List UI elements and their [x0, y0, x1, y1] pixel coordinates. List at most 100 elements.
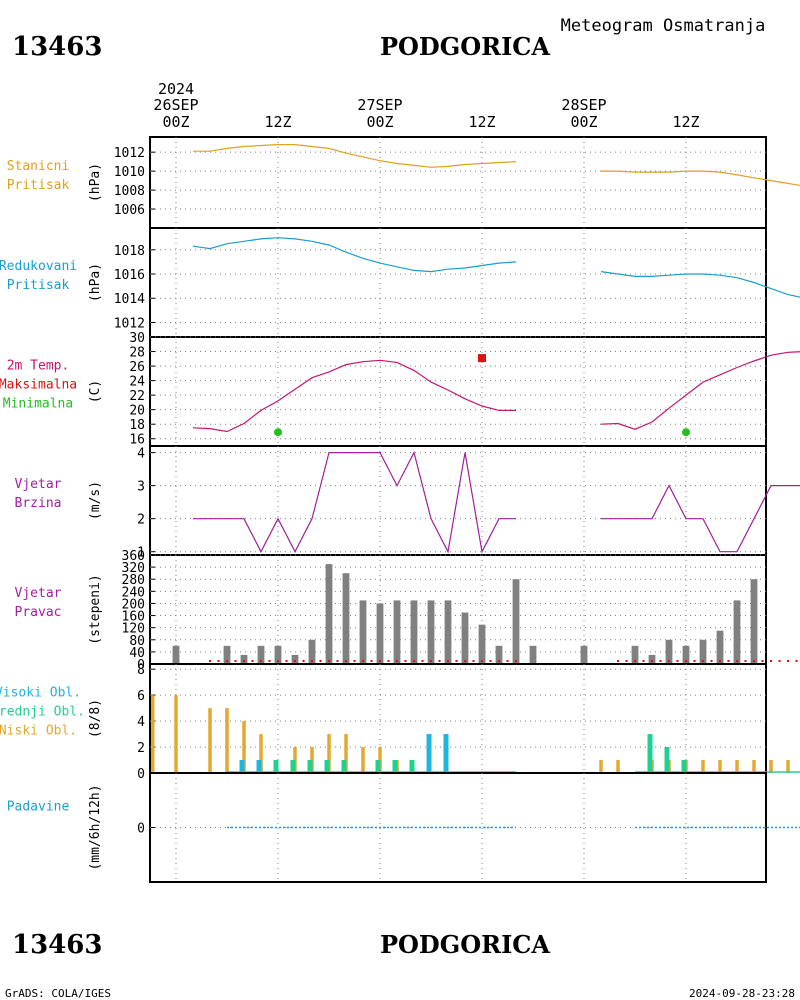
cloud-bar: [718, 760, 722, 773]
cloud-bar: [681, 760, 687, 773]
top-time-label: 12Z: [672, 113, 699, 131]
panel-p2: 1018 1016 1014 1012 (hPa) Redukovani Pritisak: [0, 227, 800, 338]
y-tick-label: 28: [129, 346, 145, 361]
panel-label-1: Stanicni: [7, 159, 70, 174]
cloud-bar: [225, 708, 229, 773]
calm-marker: [464, 660, 466, 662]
cloud-bar: [174, 695, 178, 773]
y-tick-label: 0: [137, 767, 145, 782]
y-tick-label: 1010: [114, 165, 145, 180]
y-tick-label: 240: [122, 585, 145, 600]
panel-label-1: Vjetar: [15, 477, 62, 492]
tmin-marker: [682, 428, 690, 437]
y-unit-label: (C): [88, 380, 103, 403]
calm-marker: [685, 660, 687, 662]
calm-marker: [217, 660, 220, 662]
y-tick-label: 1018: [114, 244, 145, 259]
panel-label-2: Maksimalna: [0, 378, 77, 393]
y-tick-label: 26: [129, 360, 145, 375]
panel-label-1: Vjetar: [15, 586, 62, 601]
y-tick-label: 2: [137, 741, 145, 756]
calm-marker: [336, 660, 339, 662]
cloud-bar: [259, 734, 263, 773]
wind-direction-bar: [699, 639, 707, 664]
calm-marker: [277, 660, 279, 662]
cloud-bar: [151, 695, 155, 773]
credit-label: GrADS: COLA/IGES: [5, 987, 111, 1000]
wind-direction-bar: [342, 573, 350, 664]
cloud-bar: [443, 734, 449, 773]
station-id-top: 13463: [12, 32, 102, 62]
y-tick-label: 160: [122, 610, 145, 625]
wind-direction-bar: [274, 645, 282, 664]
calm-marker: [404, 660, 407, 662]
calm-marker: [719, 660, 721, 662]
panel-label-2: Pritisak: [7, 178, 70, 193]
calm-marker: [795, 660, 798, 662]
y-tick-label: 320: [122, 561, 145, 576]
wind-direction-bar: [444, 600, 452, 664]
panel-label-2: Pravac: [15, 605, 62, 620]
y-tick-label: 1012: [114, 146, 145, 161]
wind-direction-bar: [308, 639, 316, 664]
cloud-bar: [701, 760, 705, 773]
y-unit-label: (hPa): [88, 163, 103, 202]
panel-label-1: Redukovani: [0, 259, 77, 274]
y-tick-label: 0: [137, 658, 145, 673]
y-tick-label: 1012: [114, 316, 145, 331]
calm-marker: [455, 660, 458, 662]
wind-direction-bar: [223, 645, 231, 664]
panel-label-1: Padavine: [7, 800, 70, 815]
cloud-bar: [307, 760, 313, 773]
calm-marker: [438, 660, 441, 662]
y-tick-label: 1: [137, 546, 145, 561]
calm-marker: [617, 660, 619, 662]
calm-marker: [268, 660, 271, 662]
panel-frame: [149, 554, 767, 665]
calm-marker: [251, 660, 254, 662]
y-unit-label: (hPa): [88, 263, 103, 302]
wind-direction-bar: [376, 603, 384, 664]
y-tick-label: 3: [137, 480, 145, 495]
y-tick-label: 80: [129, 634, 145, 649]
calm-marker: [761, 660, 764, 662]
calm-marker: [481, 660, 483, 662]
y-tick-label: 8: [137, 663, 145, 678]
product-title: Meteogram Osmatranja: [561, 16, 766, 36]
calm-marker: [243, 660, 245, 662]
calm-marker: [736, 660, 738, 662]
y-tick-label: 200: [122, 597, 145, 612]
y-unit-label: (m/s): [88, 481, 103, 520]
y-tick-label: 4: [137, 715, 145, 730]
wind-direction-bar: [495, 645, 503, 664]
panel-p7: 0 (mm/6h/12h) Padavine: [7, 772, 800, 883]
y-tick-label: 1008: [114, 184, 145, 199]
top-time-label: 00Z: [162, 113, 189, 131]
top-time-label: 00Z: [366, 113, 393, 131]
y-tick-label: 0: [137, 822, 145, 837]
calm-marker: [634, 660, 636, 662]
cloud-bar: [327, 734, 331, 773]
cloud-bar: [239, 760, 245, 773]
top-time-label: 28SEP: [561, 96, 606, 114]
calm-marker: [260, 660, 262, 662]
wind-direction-bar: [682, 645, 690, 664]
cloud-bar: [242, 721, 246, 773]
panel-label-2: Srednji Obl.: [0, 705, 85, 720]
calm-marker: [506, 660, 509, 662]
y-tick-label: 40: [129, 646, 145, 661]
calm-marker: [396, 660, 398, 662]
series-line: [192, 237, 517, 273]
y-tick-label: 280: [122, 573, 145, 588]
series-line: [600, 271, 800, 298]
calm-marker: [285, 660, 288, 662]
wind-direction-bar: [410, 600, 418, 664]
top-time-label: 26SEP: [153, 96, 198, 114]
wind-direction-bar: [478, 624, 486, 664]
wind-direction-bar: [257, 645, 265, 664]
calm-marker: [693, 660, 696, 662]
y-tick-label: 20: [129, 404, 145, 419]
wind-direction-bar: [427, 600, 435, 664]
